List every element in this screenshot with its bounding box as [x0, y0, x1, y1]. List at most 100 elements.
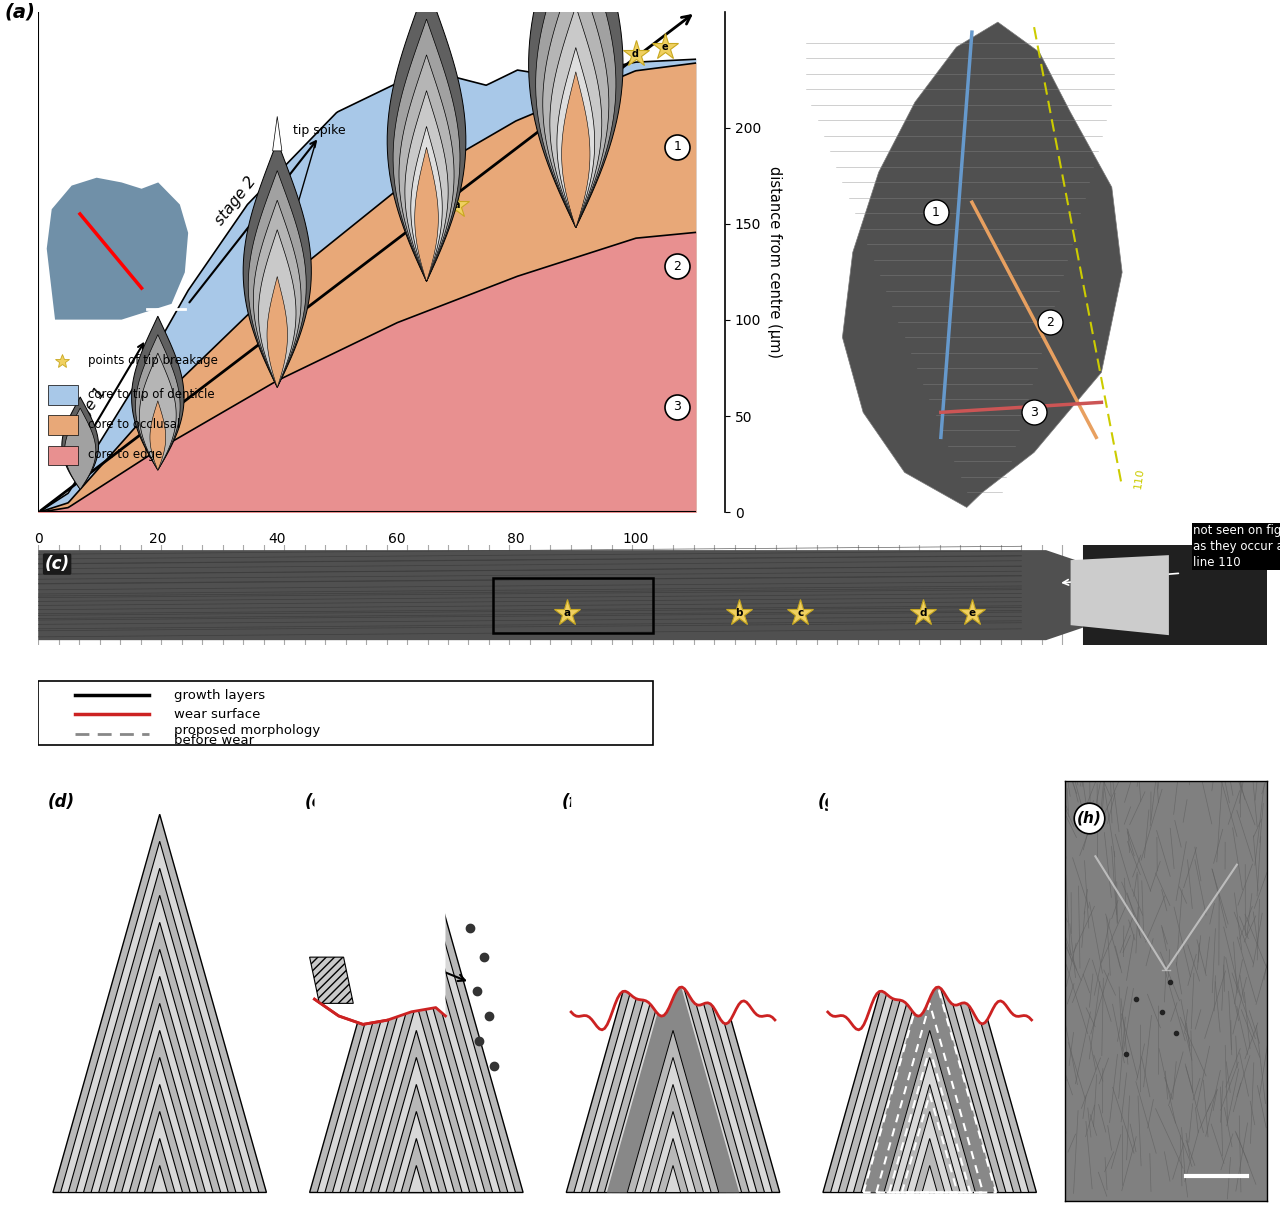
Polygon shape: [529, 0, 623, 228]
Polygon shape: [253, 200, 301, 387]
Text: 2: 2: [673, 260, 681, 273]
Polygon shape: [371, 1030, 462, 1192]
Polygon shape: [145, 1139, 175, 1192]
Text: tip spike: tip spike: [289, 124, 346, 229]
Text: (f): (f): [562, 793, 584, 811]
Text: proposed morphology: proposed morphology: [174, 724, 320, 738]
Polygon shape: [348, 950, 485, 1192]
Polygon shape: [259, 229, 296, 387]
Text: stage 2: stage 2: [212, 173, 259, 228]
Text: 100: 100: [622, 531, 649, 546]
Polygon shape: [317, 842, 516, 1192]
Text: b: b: [561, 103, 567, 113]
Text: 2: 2: [1046, 315, 1053, 329]
Polygon shape: [393, 1111, 439, 1192]
Polygon shape: [557, 47, 595, 228]
Polygon shape: [137, 1111, 183, 1192]
Polygon shape: [543, 0, 609, 228]
Polygon shape: [604, 950, 741, 1192]
Polygon shape: [658, 1139, 689, 1192]
Polygon shape: [581, 869, 764, 1192]
Text: (g): (g): [818, 793, 845, 811]
Text: (a): (a): [4, 2, 35, 21]
Polygon shape: [658, 1139, 689, 1192]
Polygon shape: [61, 397, 99, 489]
Polygon shape: [132, 317, 184, 471]
Polygon shape: [378, 1058, 454, 1192]
Polygon shape: [385, 1084, 447, 1192]
Text: (b): (b): [764, 22, 792, 40]
Text: not seen on figure A
as they occur after
line 110: not seen on figure A as they occur after…: [1193, 524, 1280, 569]
Polygon shape: [828, 781, 1032, 1030]
Polygon shape: [268, 277, 288, 387]
Polygon shape: [566, 814, 780, 1192]
Polygon shape: [842, 22, 1123, 507]
Text: b: b: [735, 608, 742, 619]
Polygon shape: [106, 1003, 212, 1192]
Polygon shape: [401, 1139, 431, 1192]
Polygon shape: [635, 1058, 712, 1192]
Polygon shape: [846, 895, 1014, 1192]
Polygon shape: [666, 1166, 681, 1192]
Polygon shape: [914, 1139, 945, 1192]
Bar: [49, 386, 78, 405]
Polygon shape: [52, 814, 266, 1192]
Polygon shape: [892, 1058, 968, 1192]
Text: stage 1: stage 1: [64, 385, 109, 440]
Y-axis label: distance from centre (μm): distance from centre (μm): [767, 166, 782, 358]
Polygon shape: [922, 1166, 937, 1192]
Text: 40: 40: [269, 531, 285, 546]
Text: a: a: [563, 608, 571, 619]
Polygon shape: [64, 408, 96, 489]
Polygon shape: [831, 842, 1029, 1192]
Polygon shape: [140, 353, 177, 471]
Polygon shape: [899, 1084, 960, 1192]
Bar: [49, 415, 78, 435]
Polygon shape: [884, 1030, 975, 1192]
Text: wear surface: wear surface: [174, 708, 260, 721]
Text: 20: 20: [148, 531, 166, 546]
Polygon shape: [627, 1030, 719, 1192]
Polygon shape: [666, 1166, 681, 1192]
Text: no. layers: no. layers: [329, 566, 404, 581]
Text: c: c: [591, 84, 596, 95]
Text: 1: 1: [932, 206, 940, 218]
Text: core to tip of denticle: core to tip of denticle: [88, 388, 215, 400]
Polygon shape: [620, 1003, 726, 1192]
Polygon shape: [564, 89, 588, 228]
Polygon shape: [122, 1058, 198, 1192]
Text: (c): (c): [45, 556, 69, 573]
Text: e: e: [969, 608, 975, 619]
Polygon shape: [589, 895, 756, 1192]
Polygon shape: [906, 1111, 952, 1192]
Polygon shape: [136, 335, 180, 471]
Polygon shape: [114, 1030, 206, 1192]
Polygon shape: [823, 814, 1037, 1192]
Polygon shape: [838, 869, 1021, 1192]
Text: (h): (h): [1076, 811, 1102, 826]
Polygon shape: [99, 976, 220, 1192]
Polygon shape: [536, 0, 616, 228]
Polygon shape: [864, 958, 996, 1192]
Polygon shape: [877, 1003, 983, 1192]
Polygon shape: [315, 781, 445, 1024]
Text: (d): (d): [49, 793, 76, 811]
Text: 80: 80: [507, 531, 525, 546]
Polygon shape: [399, 55, 454, 281]
Polygon shape: [892, 1058, 968, 1192]
Polygon shape: [333, 895, 500, 1192]
Polygon shape: [922, 1166, 937, 1192]
Polygon shape: [387, 0, 466, 281]
Polygon shape: [273, 116, 282, 150]
Polygon shape: [1083, 545, 1267, 645]
Text: a: a: [453, 200, 460, 210]
Polygon shape: [404, 91, 448, 281]
Text: e: e: [662, 41, 668, 52]
Polygon shape: [607, 958, 739, 1192]
Polygon shape: [393, 19, 460, 281]
Polygon shape: [571, 781, 774, 1030]
Polygon shape: [38, 551, 1120, 640]
Text: points of tip breakage: points of tip breakage: [88, 354, 218, 368]
Polygon shape: [650, 1111, 696, 1192]
Polygon shape: [408, 1166, 424, 1192]
